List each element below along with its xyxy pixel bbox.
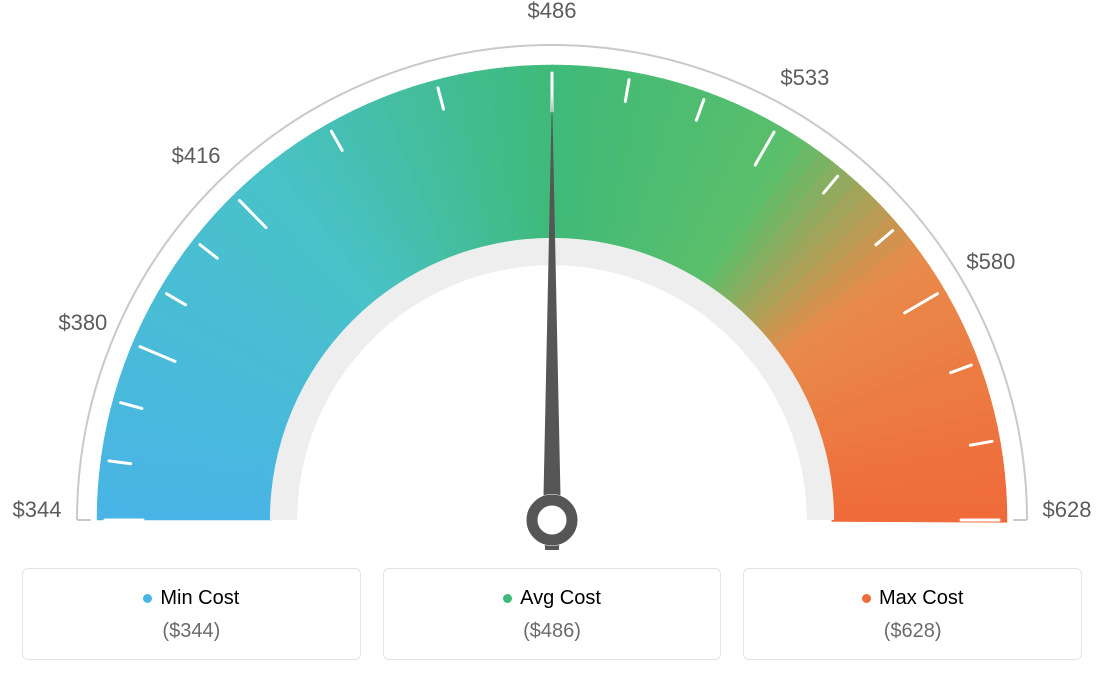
legend-card-max: Max Cost ($628) bbox=[743, 568, 1082, 660]
gauge-tick-label: $380 bbox=[58, 310, 107, 336]
legend-label-max: Max Cost bbox=[879, 587, 963, 610]
legend-card-min: Min Cost ($344) bbox=[22, 568, 361, 660]
legend-value-max: ($628) bbox=[754, 620, 1071, 643]
gauge-tick-label: $416 bbox=[172, 143, 221, 169]
legend-label-min: Min Cost bbox=[160, 587, 239, 610]
cost-gauge-chart: $344$380$416$486$533$580$628 bbox=[22, 20, 1082, 550]
legend-row: Min Cost ($344) Avg Cost ($486) Max Cost… bbox=[22, 568, 1082, 660]
legend-title-avg: Avg Cost bbox=[503, 587, 601, 610]
gauge-tick-label: $628 bbox=[1043, 497, 1092, 523]
gauge-svg bbox=[22, 20, 1082, 550]
legend-title-min: Min Cost bbox=[143, 587, 239, 610]
legend-value-min: ($344) bbox=[33, 620, 350, 643]
legend-label-avg: Avg Cost bbox=[520, 587, 601, 610]
gauge-tick-label: $533 bbox=[780, 65, 829, 91]
legend-dot-avg bbox=[503, 594, 512, 603]
legend-dot-max bbox=[862, 594, 871, 603]
legend-card-avg: Avg Cost ($486) bbox=[383, 568, 722, 660]
legend-dot-min bbox=[143, 594, 152, 603]
gauge-tick-label: $344 bbox=[13, 497, 62, 523]
legend-value-avg: ($486) bbox=[394, 620, 711, 643]
gauge-tick-label: $580 bbox=[966, 249, 1015, 275]
legend-title-max: Max Cost bbox=[862, 587, 963, 610]
gauge-tick-label: $486 bbox=[528, 0, 577, 24]
